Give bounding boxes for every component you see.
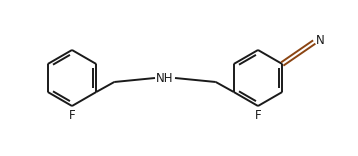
Text: N: N [316, 34, 325, 47]
Text: F: F [69, 109, 75, 122]
Text: NH: NH [156, 71, 174, 85]
Text: F: F [255, 109, 261, 122]
